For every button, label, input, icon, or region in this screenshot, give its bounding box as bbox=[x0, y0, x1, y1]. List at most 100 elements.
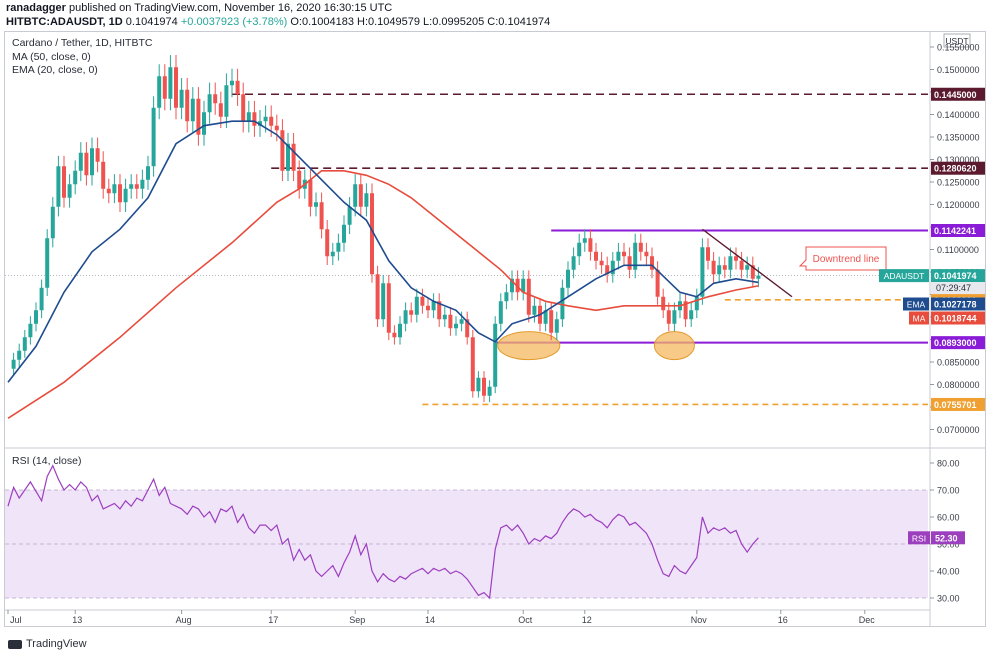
candle-body[interactable] bbox=[297, 170, 302, 189]
candle-body[interactable] bbox=[22, 337, 27, 351]
candle-body[interactable] bbox=[750, 265, 755, 279]
candle-body[interactable] bbox=[263, 116, 268, 122]
candle-body[interactable] bbox=[34, 310, 38, 324]
candle-body[interactable] bbox=[448, 314, 453, 329]
candle-body[interactable] bbox=[672, 310, 677, 324]
candle-body[interactable] bbox=[728, 256, 733, 270]
candle-body[interactable] bbox=[330, 251, 335, 257]
candle-body[interactable] bbox=[235, 80, 240, 95]
candle-body[interactable] bbox=[594, 251, 598, 261]
candle-body[interactable] bbox=[454, 323, 458, 329]
candle-body[interactable] bbox=[403, 310, 408, 324]
candle-body[interactable] bbox=[493, 323, 498, 387]
candle-body[interactable] bbox=[644, 251, 649, 257]
candle-body[interactable] bbox=[756, 275, 761, 279]
candle-body[interactable] bbox=[633, 242, 638, 270]
candle-body[interactable] bbox=[62, 166, 66, 198]
candle-body[interactable] bbox=[11, 359, 16, 369]
candle-body[interactable] bbox=[274, 125, 279, 131]
candle-body[interactable] bbox=[610, 260, 615, 275]
candle-body[interactable] bbox=[213, 94, 218, 104]
candle-body[interactable] bbox=[392, 332, 397, 338]
candle-body[interactable] bbox=[717, 265, 722, 275]
ma50-line[interactable] bbox=[7, 170, 759, 419]
candle-body[interactable] bbox=[168, 67, 173, 99]
candle-body[interactable] bbox=[554, 319, 559, 333]
candle-body[interactable] bbox=[28, 323, 33, 338]
candle-body[interactable] bbox=[599, 260, 604, 266]
candle-body[interactable] bbox=[246, 112, 251, 122]
candle-body[interactable] bbox=[95, 148, 100, 162]
candle-body[interactable] bbox=[560, 287, 565, 320]
support-ellipse[interactable] bbox=[497, 331, 561, 361]
candle-body[interactable] bbox=[269, 116, 274, 126]
candle-body[interactable] bbox=[336, 242, 341, 252]
candle-body[interactable] bbox=[437, 301, 442, 320]
rsi-legend[interactable]: RSI (14, close) bbox=[12, 455, 82, 467]
candle-body[interactable] bbox=[342, 224, 346, 243]
candle-body[interactable] bbox=[112, 184, 117, 194]
candle-body[interactable] bbox=[157, 76, 162, 108]
candle-body[interactable] bbox=[504, 292, 509, 302]
candle-body[interactable] bbox=[319, 202, 324, 230]
candle-body[interactable] bbox=[118, 184, 122, 203]
candle-body[interactable] bbox=[426, 305, 430, 311]
candle-body[interactable] bbox=[689, 310, 694, 320]
candle-body[interactable] bbox=[280, 130, 285, 171]
candle-body[interactable] bbox=[73, 170, 78, 185]
candle-body[interactable] bbox=[39, 287, 44, 311]
candle-body[interactable] bbox=[745, 265, 750, 270]
candle-body[interactable] bbox=[398, 323, 402, 338]
candle-body[interactable] bbox=[616, 251, 621, 261]
candle-body[interactable] bbox=[549, 310, 554, 333]
candle-body[interactable] bbox=[202, 112, 206, 135]
candle-body[interactable] bbox=[358, 184, 363, 207]
candle-body[interactable] bbox=[129, 184, 134, 189]
candle-body[interactable] bbox=[375, 274, 380, 320]
candle-body[interactable] bbox=[510, 278, 514, 293]
rsi-line[interactable] bbox=[7, 464, 759, 600]
candle-body[interactable] bbox=[45, 238, 50, 288]
candle-body[interactable] bbox=[17, 350, 22, 360]
candle-body[interactable] bbox=[241, 94, 246, 122]
candle-body[interactable] bbox=[532, 305, 537, 315]
candle-body[interactable] bbox=[308, 179, 313, 207]
candle-body[interactable] bbox=[655, 269, 660, 297]
tradingview-logo[interactable]: TradingView bbox=[8, 638, 87, 650]
candle-body[interactable] bbox=[622, 251, 626, 257]
candle-body[interactable] bbox=[56, 166, 61, 207]
candle-body[interactable] bbox=[179, 89, 184, 108]
candle-body[interactable] bbox=[526, 278, 531, 315]
ema20-line[interactable] bbox=[7, 120, 759, 383]
candle-body[interactable] bbox=[627, 256, 632, 270]
candle-body[interactable] bbox=[67, 184, 72, 198]
candle-body[interactable] bbox=[78, 152, 83, 171]
support-ellipse[interactable] bbox=[653, 331, 695, 361]
candle-body[interactable] bbox=[734, 256, 738, 261]
candle-body[interactable] bbox=[476, 377, 481, 392]
candle-body[interactable] bbox=[370, 193, 374, 275]
candle-body[interactable] bbox=[487, 386, 492, 396]
candle-body[interactable] bbox=[134, 184, 139, 189]
candle-body[interactable] bbox=[196, 98, 201, 135]
candle-body[interactable] bbox=[364, 193, 369, 207]
candle-body[interactable] bbox=[386, 283, 391, 333]
candle-body[interactable] bbox=[123, 188, 128, 203]
candle-body[interactable] bbox=[224, 85, 229, 117]
candle-body[interactable] bbox=[459, 319, 464, 324]
candle-body[interactable] bbox=[566, 269, 570, 288]
candle-body[interactable] bbox=[291, 143, 296, 171]
candle-body[interactable] bbox=[442, 314, 447, 320]
author-name[interactable]: ranadagger bbox=[6, 2, 66, 14]
candle-body[interactable] bbox=[588, 238, 593, 252]
candle-body[interactable] bbox=[722, 265, 727, 270]
candle-body[interactable] bbox=[84, 152, 89, 176]
candle-body[interactable] bbox=[498, 301, 503, 324]
candle-body[interactable] bbox=[230, 80, 234, 86]
candle-body[interactable] bbox=[207, 94, 212, 113]
candle-body[interactable] bbox=[190, 98, 195, 122]
candle-body[interactable] bbox=[252, 112, 257, 126]
candle-body[interactable] bbox=[140, 179, 145, 189]
candle-body[interactable] bbox=[414, 296, 419, 315]
